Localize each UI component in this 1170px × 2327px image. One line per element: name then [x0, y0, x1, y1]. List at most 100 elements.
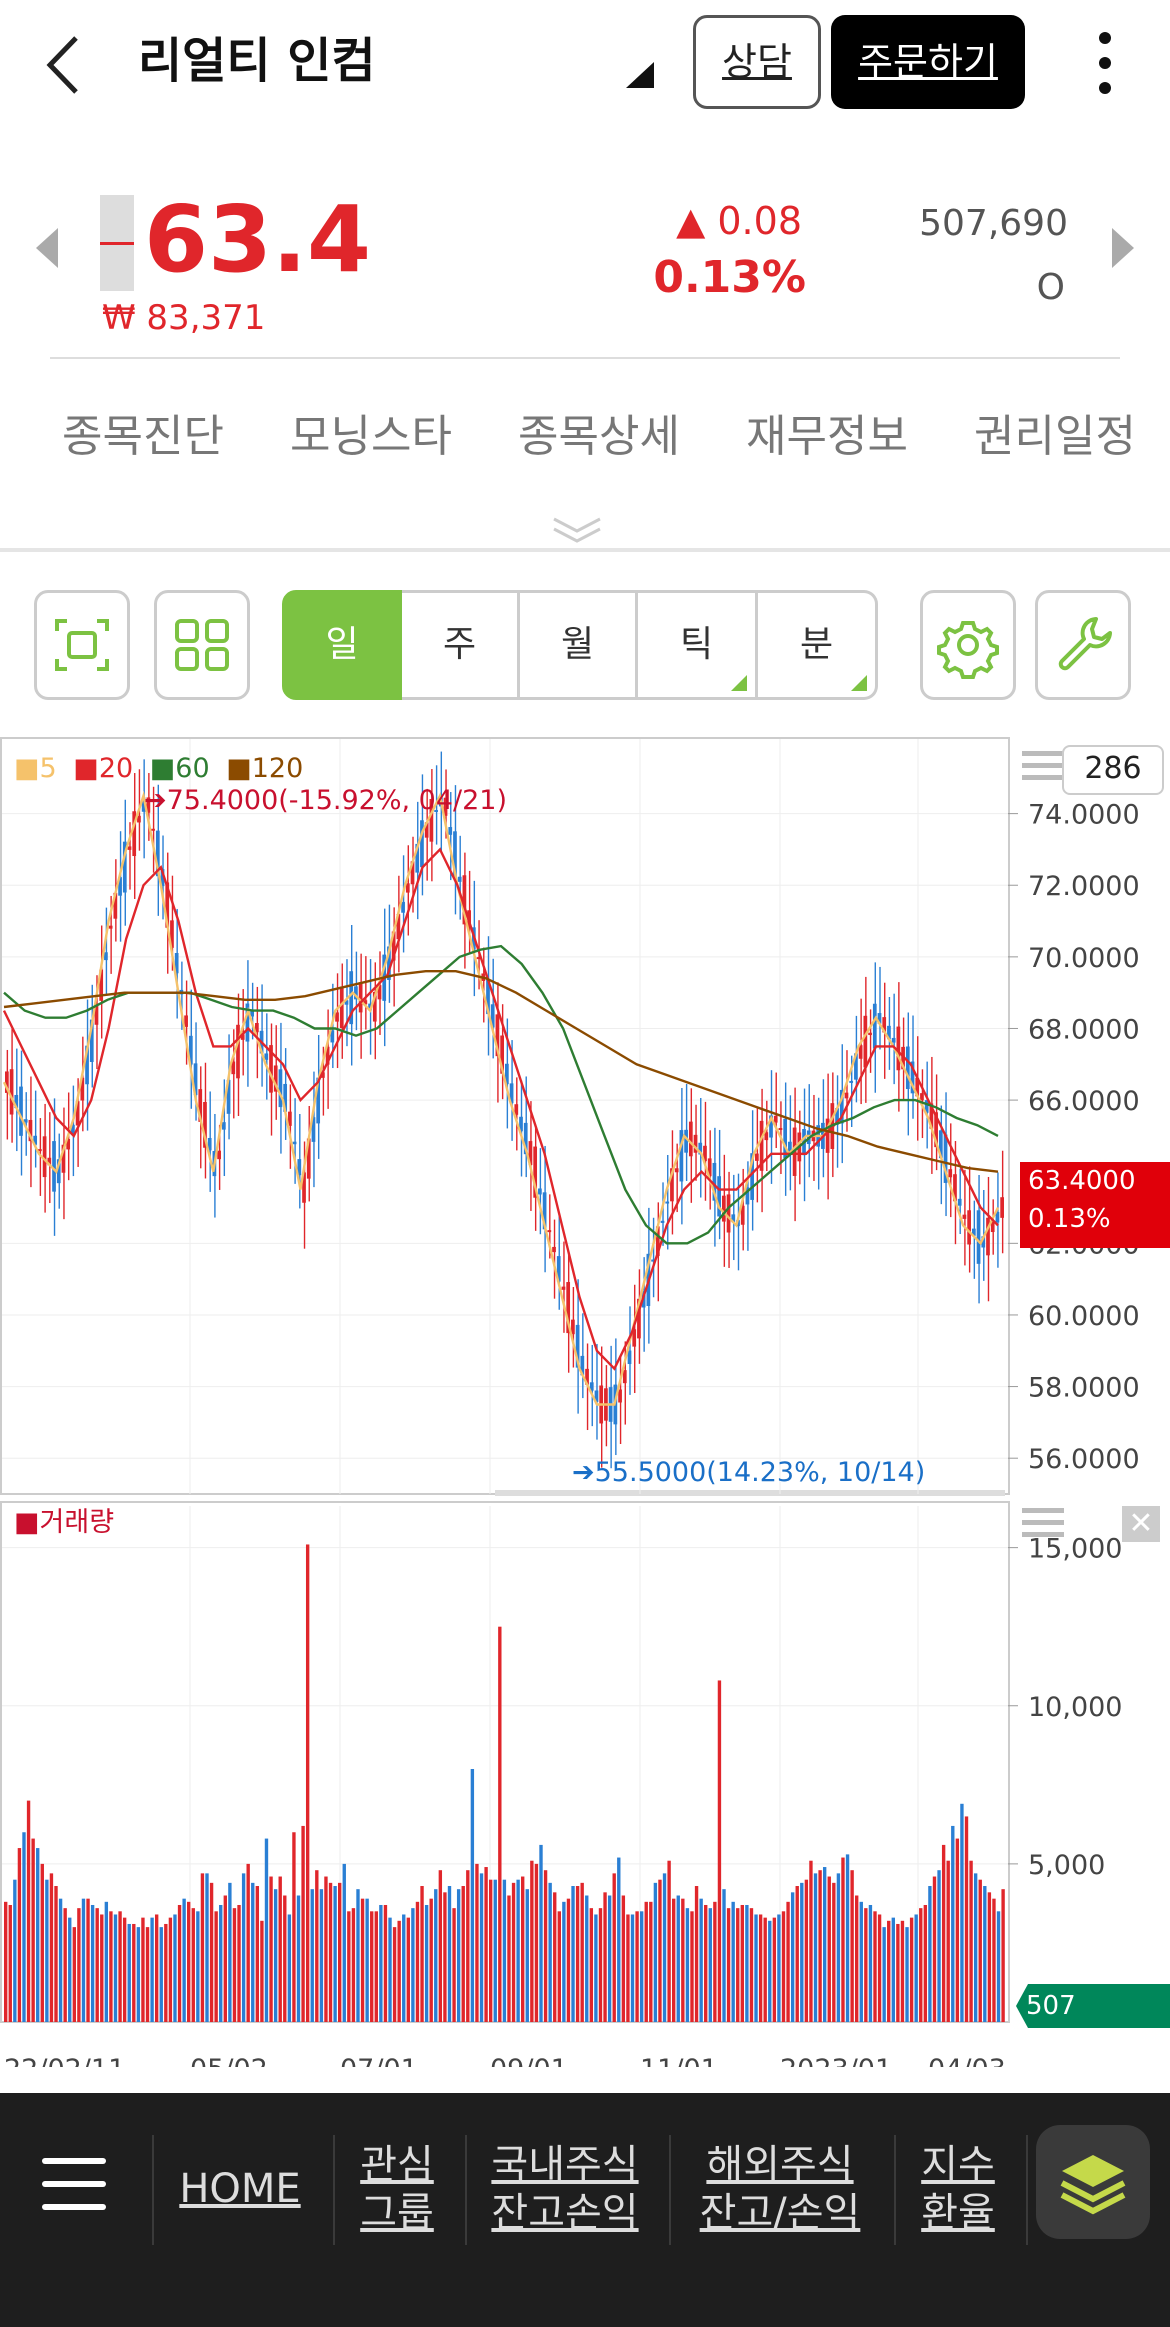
layout-button[interactable] [154, 590, 250, 700]
low-annotation-text: 55.5000(14.23%, 10/14) [594, 1457, 926, 1488]
tools-button[interactable] [1035, 590, 1131, 700]
stock-chart[interactable]: 74.000072.000070.000068.000066.000062.00… [0, 737, 1170, 2085]
period-month[interactable]: 월 [520, 590, 638, 700]
volume-bar [461, 1886, 465, 2022]
prev-stock-icon[interactable] [36, 228, 58, 268]
volume-bar [264, 1838, 269, 2022]
volume-bar [310, 1889, 314, 2022]
volume-bar [104, 1901, 109, 2022]
candle-body [264, 1053, 269, 1060]
close-volume-panel-icon[interactable]: ✕ [1122, 1506, 1160, 1542]
volume-bar [232, 1908, 237, 2022]
nav-domestic[interactable]: 국내주식 잔고손익 [480, 2141, 650, 2237]
candle-body [311, 1117, 316, 1142]
back-arrow-icon[interactable] [40, 30, 90, 100]
nav-watchlist[interactable]: 관심 그룹 [345, 2141, 449, 2237]
dropdown-triangle-icon[interactable] [626, 62, 654, 88]
krw-price: ₩ 83,371 [102, 298, 266, 338]
volume-bar [809, 1860, 813, 2022]
volume-bar [891, 1917, 895, 2022]
volume-bar [946, 1860, 950, 2022]
nav-watchlist-line1: 관심 [360, 2142, 434, 2188]
volume-bar [621, 1895, 626, 2022]
candle-body [354, 986, 358, 1000]
expand-chevron-icon[interactable] [550, 515, 604, 545]
volume-bar [187, 1901, 191, 2022]
volume-bar [617, 1857, 621, 2022]
volume-bar [26, 1800, 31, 2022]
candle-body [122, 841, 127, 893]
tick-dropdown-icon [731, 675, 747, 691]
fullscreen-button[interactable] [34, 590, 130, 700]
volume-legend-icon: ■ [14, 1507, 40, 1538]
tab-rights[interactable]: 권리일정 [974, 411, 1136, 462]
volume-bar [553, 1892, 557, 2022]
candle-count-box[interactable]: 286 [1062, 745, 1164, 795]
candle-body [674, 1168, 679, 1173]
volume-bar [919, 1908, 923, 2022]
consult-button[interactable]: 상담 [693, 15, 821, 109]
current-volume-tag: 507 [1016, 1984, 1170, 2028]
volume-bar [635, 1911, 639, 2022]
volume-bar [983, 1886, 987, 2022]
tab-financial[interactable]: 재무정보 [746, 411, 908, 462]
tab-detail[interactable]: 종목상세 [518, 411, 680, 462]
volume-bar [585, 1895, 589, 2022]
volume-bar [543, 1870, 548, 2022]
volume-bar [850, 1870, 854, 2022]
volume-bar [832, 1882, 836, 2022]
candle-body [330, 1030, 335, 1043]
volume-bar [887, 1920, 891, 2022]
candle-body [174, 952, 179, 974]
more-menu-icon[interactable] [1090, 32, 1120, 94]
period-day[interactable]: 일 [282, 590, 402, 700]
candle-body [462, 875, 467, 925]
volume-bar [649, 1901, 653, 2022]
volume-panel-menu-icon[interactable] [1022, 1508, 1064, 1538]
period-minute[interactable]: 분 [758, 590, 878, 700]
volume-bar [237, 1904, 241, 2022]
volume-bar [740, 1904, 745, 2022]
volume-bar [209, 1882, 214, 2022]
volume-bar [205, 1873, 209, 2022]
hamburger-menu-icon[interactable] [42, 2158, 106, 2210]
volume-bar [36, 1848, 40, 2022]
order-button[interactable]: 주문하기 [831, 15, 1025, 109]
tab-diagnosis[interactable]: 종목진단 [62, 411, 224, 462]
volume-bar [118, 1911, 122, 2022]
volume-bar [873, 1911, 877, 2022]
volume-y-tick-label: 15,000 [1028, 1534, 1122, 1565]
ma5-line [2, 790, 1000, 1406]
nav-overseas[interactable]: 해외주식 잔고/손익 [690, 2141, 870, 2237]
candle-body [207, 1137, 212, 1151]
candle-body [571, 1319, 575, 1335]
candle-body [391, 931, 396, 961]
period-week[interactable]: 주 [402, 590, 520, 700]
nav-index[interactable]: 지수 환율 [908, 2141, 1008, 2237]
candle-body [434, 810, 438, 813]
candle-body [943, 1134, 948, 1183]
candle-body [622, 1370, 627, 1384]
volume-bar [786, 1901, 790, 2022]
candle-body [349, 971, 354, 1025]
layers-button[interactable] [1036, 2125, 1150, 2239]
volume-bar [273, 1889, 278, 2022]
volume-bar [521, 1876, 525, 2022]
volume-bar [246, 1863, 250, 2022]
market-status: O [1036, 267, 1065, 308]
volume-bar [841, 1857, 845, 2022]
tab-morningstar[interactable]: 모닝스타 [290, 411, 452, 462]
nav-home[interactable]: HOME [179, 2166, 301, 2212]
candle-body [684, 1129, 688, 1153]
candle-body [717, 1176, 721, 1217]
volume-bar [557, 1911, 561, 2022]
period-tick[interactable]: 틱 [638, 590, 758, 700]
volume-bar [598, 1908, 603, 2022]
settings-button[interactable] [920, 590, 1016, 700]
stock-name[interactable]: 리얼티 인컴 [138, 33, 376, 89]
candle-body [910, 1061, 915, 1094]
panel-menu-icon[interactable] [1022, 751, 1064, 781]
volume-bar [173, 1914, 177, 2022]
candle-body [863, 1015, 868, 1068]
next-stock-icon[interactable] [1112, 228, 1134, 268]
